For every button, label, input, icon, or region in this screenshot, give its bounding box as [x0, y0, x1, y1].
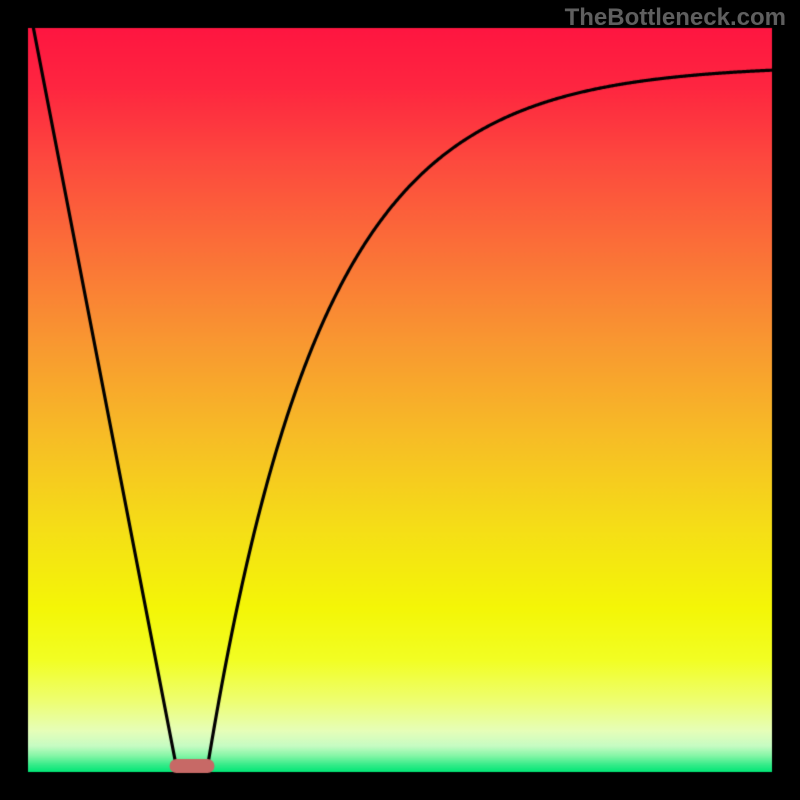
chart-container: TheBottleneck.com [0, 0, 800, 800]
bottleneck-chart-canvas [0, 0, 800, 800]
watermark-text: TheBottleneck.com [565, 4, 786, 32]
